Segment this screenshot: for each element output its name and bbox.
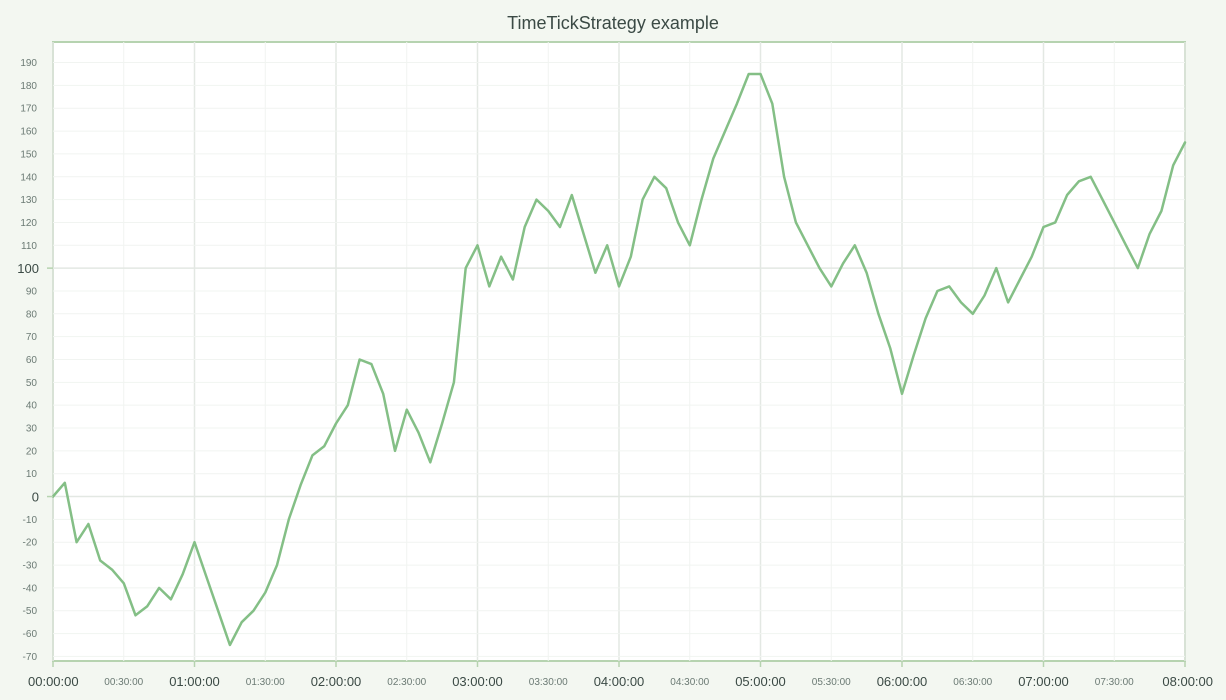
x-major-tick-label: 01:00:00: [169, 674, 220, 689]
y-minor-tick-label: 180: [20, 81, 37, 92]
x-major-tick-label: 00:00:00: [28, 674, 79, 689]
y-major-tick-label: 100: [17, 261, 39, 276]
y-minor-tick-label: 110: [21, 241, 37, 252]
y-minor-tick-label: 150: [20, 149, 37, 160]
y-minor-tick-label: 120: [20, 218, 37, 229]
y-minor-tick-label: 170: [20, 104, 37, 115]
y-minor-tick-label: 40: [26, 401, 38, 412]
y-minor-tick-label: -60: [23, 629, 38, 640]
y-minor-tick-label: -20: [23, 538, 38, 549]
y-minor-tick-label: 20: [26, 446, 38, 457]
y-minor-tick-label: 130: [20, 195, 37, 206]
x-minor-tick-label: 04:30:00: [670, 677, 709, 688]
y-minor-tick-label: -50: [23, 606, 38, 617]
chart-title: TimeTickStrategy example: [507, 13, 719, 33]
series-layer: [51, 72, 1187, 647]
y-minor-tick-label: -70: [23, 652, 38, 663]
y-minor-tick-label: 50: [26, 378, 38, 389]
grid: [52, 42, 1186, 661]
y-minor-tick-label: -30: [23, 561, 38, 572]
x-major-tick-label: 05:00:00: [735, 674, 786, 689]
y-minor-tick-label: 70: [26, 332, 38, 343]
y-minor-tick-label: -10: [23, 515, 38, 526]
x-minor-tick-label: 00:30:00: [104, 677, 143, 688]
y-minor-tick-label: -40: [23, 583, 38, 594]
y-minor-tick-label: 140: [20, 172, 37, 183]
y-axis: -70 -60 -50 -40 -30 -20 -10 10 20 30 40 50 60 70 80 90 1…: [17, 58, 53, 663]
x-minor-tick-label: 01:30:00: [246, 677, 285, 688]
y-minor-tick-label: 60: [26, 355, 38, 366]
x-major-tick-label: 08:00:00: [1162, 674, 1213, 689]
y-minor-tick-label: 160: [20, 127, 37, 138]
x-minor-tick-label: 07:30:00: [1095, 677, 1134, 688]
y-major-tick-label: 0: [32, 490, 39, 505]
x-minor-tick-label: 06:30:00: [953, 677, 992, 688]
x-major-tick-label: 03:00:00: [452, 674, 503, 689]
y-minor-tick-label: 10: [26, 469, 38, 480]
x-minor-tick-label: 05:30:00: [812, 677, 851, 688]
y-minor-tick-label: 90: [26, 286, 38, 297]
x-minor-tick-label: 02:30:00: [387, 677, 426, 688]
x-major-tick-label: 06:00:00: [877, 674, 928, 689]
x-minor-tick-label: 03:30:00: [529, 677, 568, 688]
x-major-tick-label: 07:00:00: [1018, 674, 1069, 689]
x-major-tick-label: 04:00:00: [594, 674, 645, 689]
x-axis: 00:30:00 01:30:00 02:30:00 03:30:00 04:30:00…: [28, 661, 1213, 689]
x-major-tick-label: 02:00:00: [311, 674, 362, 689]
y-minor-tick-label: 30: [26, 424, 38, 435]
y-minor-tick-label: 80: [26, 309, 38, 320]
series-line: [51, 72, 1187, 647]
y-minor-tick-label: 190: [20, 58, 37, 69]
